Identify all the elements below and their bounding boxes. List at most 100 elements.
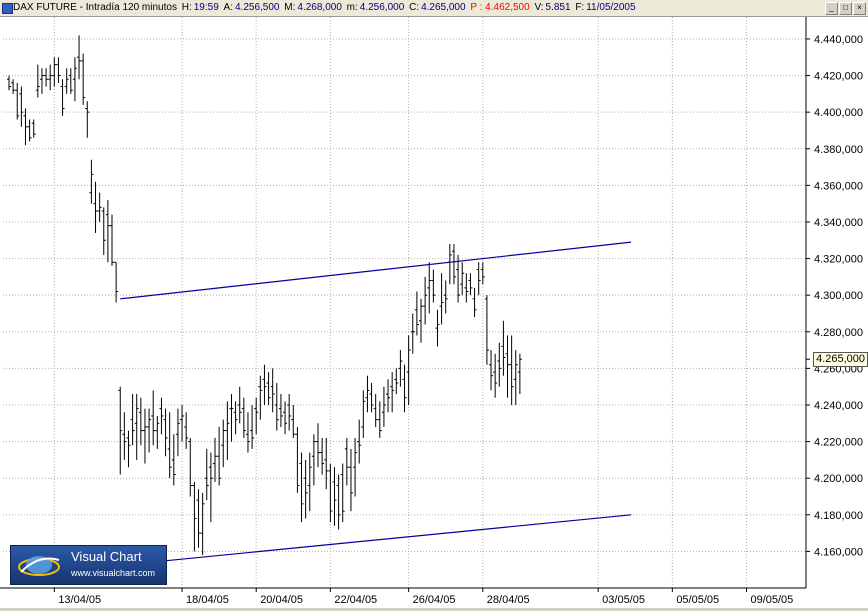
ohlc-bar — [254, 397, 259, 435]
ohlc-bar — [381, 386, 386, 427]
ohlc-bar — [316, 423, 320, 468]
ohlc-bar — [423, 276, 428, 325]
x-tick-label: 26/04/05 — [413, 594, 456, 606]
y-tick-label: 4.220,000 — [814, 437, 863, 449]
ohlc-bar — [460, 262, 465, 296]
mn-value: 4.256,000 — [359, 2, 405, 13]
ohlc-bar — [348, 448, 353, 512]
y-tick-label: 4.400,000 — [814, 107, 863, 119]
close-button[interactable]: × — [853, 2, 866, 15]
ohlc-bar — [184, 412, 189, 449]
ohlc-bar — [303, 459, 308, 519]
ohlc-bar — [105, 200, 110, 263]
ohlc-bar — [439, 273, 444, 325]
ohlc-bar — [188, 437, 193, 497]
ohlc-bar — [443, 280, 448, 314]
ohlc-bar — [365, 375, 370, 413]
ohlc-bar — [175, 408, 180, 457]
title-bar[interactable]: DAX FUTURE - Intradía 120 minutos H: 19:5… — [0, 0, 868, 17]
ohlc-bar — [126, 430, 131, 468]
ohlc-bar — [68, 68, 73, 94]
v-value: 5.851 — [545, 2, 571, 13]
window-icon[interactable] — [2, 3, 13, 14]
ohlc-bar — [213, 437, 217, 482]
ohlc-bar — [15, 82, 20, 120]
ohlc-bar — [118, 386, 123, 475]
v-label: V: — [534, 2, 544, 13]
y-tick-label: 4.180,000 — [814, 510, 863, 522]
ohlc-bar — [97, 192, 102, 222]
ohlc-bar — [472, 287, 477, 318]
ohlc-bar — [208, 452, 213, 523]
ohlc-bar — [266, 372, 271, 405]
ohlc-bar — [200, 492, 205, 556]
ohlc-bar — [324, 437, 329, 490]
logo-title: Visual Chart — [71, 549, 142, 564]
ohlc-bar — [196, 489, 201, 548]
ohlc-bar — [60, 79, 65, 116]
y-tick-label: 4.240,000 — [814, 400, 863, 412]
ohlc-bar — [180, 404, 185, 442]
ohlc-bar — [7, 75, 11, 91]
y-tick-label: 4.300,000 — [814, 290, 863, 302]
f-label: F: — [575, 2, 585, 13]
m-value: 4.268,000 — [297, 2, 342, 13]
ohlc-bar — [468, 273, 473, 296]
ohlc-bar — [493, 353, 498, 398]
ohlc-bar — [64, 68, 69, 94]
x-tick-label: 20/04/05 — [260, 594, 303, 606]
x-tick-label: 09/05/05 — [750, 594, 793, 606]
ohlc-bar — [11, 79, 16, 94]
ohlc-bar — [451, 243, 456, 285]
ohlc-bar — [44, 68, 49, 87]
ohlc-bar — [489, 350, 494, 391]
ohlc-bar — [229, 394, 234, 442]
ohlc-bar — [52, 57, 57, 87]
maximize-button[interactable]: □ — [839, 2, 852, 15]
ohlc-bar — [151, 390, 156, 446]
ohlc-bar — [31, 119, 36, 138]
ohlc-bar — [340, 463, 345, 523]
y-tick-label: 4.380,000 — [814, 144, 863, 156]
x-tick-label: 05/05/05 — [676, 594, 719, 606]
ohlc-bar — [159, 397, 164, 435]
ohlc-bar — [307, 452, 312, 512]
ohlc-bar — [311, 434, 316, 486]
ohlc-bar — [221, 419, 226, 468]
ohlc-bar — [204, 448, 209, 501]
minimize-button[interactable]: _ — [825, 2, 838, 15]
ohlc-bar — [394, 368, 399, 395]
ohlc-bar — [258, 375, 263, 420]
ohlc-bar — [390, 372, 395, 413]
window-bottom-border — [0, 608, 868, 611]
ohlc-bar — [93, 181, 98, 233]
ohlc-bar — [134, 394, 139, 460]
ohlc-bar — [163, 408, 168, 457]
instrument-title: DAX FUTURE - Intradía 120 minutos — [13, 2, 177, 13]
ohlc-bar — [278, 394, 283, 427]
ohlc-bar — [509, 335, 514, 405]
ohlc-bar — [336, 474, 341, 530]
ohlc-bar — [480, 262, 485, 285]
ohlc-bar — [192, 481, 197, 552]
ohlc-bar — [35, 64, 40, 98]
ohlc-bar — [410, 313, 415, 354]
a-value: 4.256,500 — [235, 2, 280, 13]
ohlc-bar — [85, 101, 90, 138]
mn-label: m: — [346, 2, 358, 13]
ohlc-bar — [142, 408, 147, 464]
ohlc-bar — [110, 214, 114, 266]
a-label: A: — [223, 2, 233, 13]
price-chart[interactable]: 4.160,000 4.180,000 4.200,000 4.220,000 4.24… — [0, 17, 868, 608]
ohlc-bar — [89, 159, 94, 204]
y-tick-label: 4.160,000 — [814, 546, 863, 558]
ohlc-bar — [56, 57, 61, 83]
ohlc-bar — [320, 437, 325, 475]
x-tick-label: 22/04/05 — [334, 594, 377, 606]
ohlc-bar — [19, 86, 24, 127]
f-value: 11/05/2005 — [586, 2, 636, 13]
ohlc-bar — [427, 262, 432, 314]
ohlc-bar — [299, 452, 304, 523]
ohlc-bar — [517, 353, 522, 395]
ohlc-bar — [27, 119, 32, 142]
